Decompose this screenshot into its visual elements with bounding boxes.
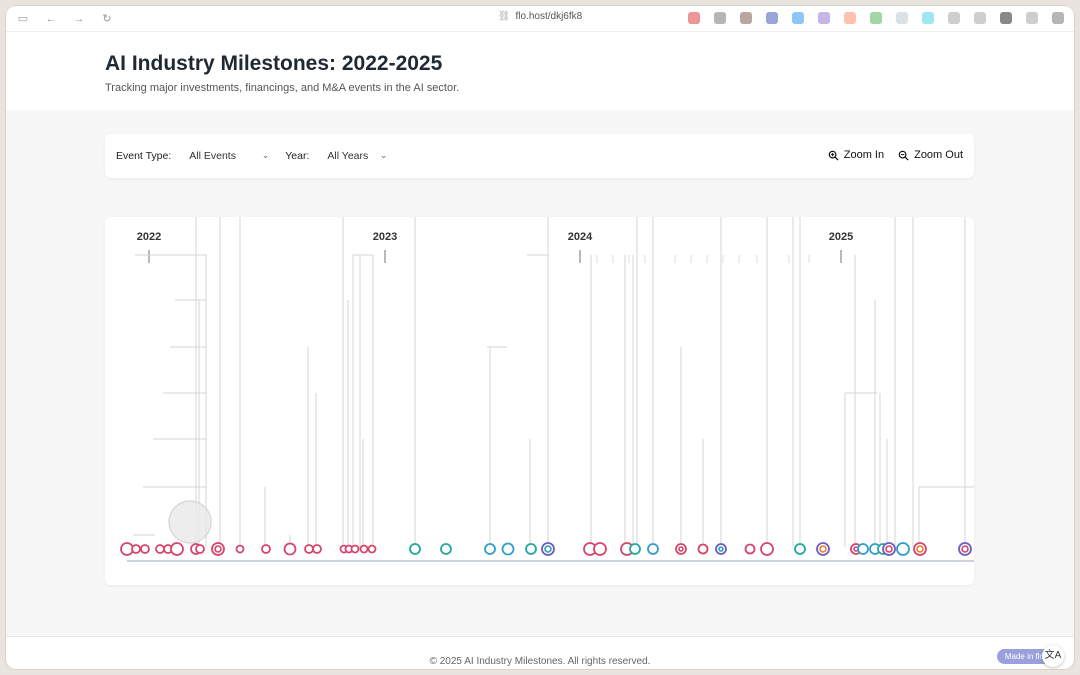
page-header: AI Industry Milestones: 2022-2025 Tracki… bbox=[6, 32, 1074, 110]
event-marker[interactable] bbox=[593, 542, 607, 556]
page-subtitle: Tracking major investments, financings, … bbox=[105, 82, 460, 94]
zoom-out-button[interactable]: Zoom Out bbox=[898, 149, 963, 161]
year-value: All Years bbox=[327, 150, 369, 162]
sidebar-toggle-icon[interactable]: ▭ bbox=[17, 12, 29, 25]
year-label: 2025 bbox=[829, 231, 853, 243]
footer-divider bbox=[6, 636, 1074, 637]
address-bar[interactable]: ⛓ flo.host/dkj6fk8 bbox=[6, 11, 1074, 22]
translate-icon[interactable]: 文A bbox=[1042, 645, 1064, 667]
event-marker[interactable] bbox=[312, 544, 322, 554]
event-marker-inner[interactable] bbox=[678, 546, 684, 552]
event-marker[interactable] bbox=[541, 542, 555, 556]
reload-icon[interactable]: ↻ bbox=[102, 12, 112, 25]
extension-icon[interactable] bbox=[844, 12, 856, 24]
back-arrow-icon[interactable]: ← bbox=[45, 12, 57, 25]
event-marker-inner[interactable] bbox=[961, 545, 969, 553]
year-label: 2022 bbox=[137, 231, 161, 243]
event-marker[interactable] bbox=[958, 542, 972, 556]
zoom-in-label: Zoom In bbox=[843, 149, 885, 161]
event-marker[interactable] bbox=[261, 544, 271, 554]
year-label: Year: bbox=[285, 150, 310, 162]
event-marker[interactable] bbox=[629, 543, 641, 555]
event-marker[interactable] bbox=[283, 542, 297, 556]
year-select[interactable]: All Years ⌄ bbox=[327, 150, 387, 162]
event-marker-inner[interactable] bbox=[819, 545, 827, 553]
link-icon: ⛓ bbox=[497, 11, 511, 22]
extension-icon[interactable] bbox=[1026, 12, 1038, 24]
event-marker[interactable] bbox=[816, 542, 830, 556]
zoom-out-icon bbox=[898, 150, 909, 161]
event-type-value: All Events bbox=[189, 150, 236, 162]
event-marker[interactable] bbox=[195, 544, 205, 554]
event-marker[interactable] bbox=[155, 544, 165, 554]
made-in-badge[interactable]: Made in flo bbox=[996, 649, 1052, 664]
extension-icon[interactable] bbox=[766, 12, 778, 24]
event-marker-inner[interactable] bbox=[214, 545, 222, 553]
event-marker[interactable] bbox=[304, 544, 314, 554]
event-marker[interactable] bbox=[647, 543, 659, 555]
footer-text: © 2025 AI Industry Milestones. All right… bbox=[429, 656, 651, 667]
event-marker[interactable] bbox=[440, 543, 452, 555]
event-marker[interactable] bbox=[913, 542, 927, 556]
timeline-chart[interactable]: 2022 2023 2024 2025 bbox=[105, 217, 974, 585]
event-marker[interactable] bbox=[715, 543, 727, 555]
browser-window: ▭ ← → ↻ ⛓ flo.host/dkj6fk8 AI Industry Mi… bbox=[6, 6, 1074, 669]
event-marker[interactable] bbox=[409, 543, 421, 555]
event-marker[interactable] bbox=[675, 543, 687, 555]
event-marker[interactable] bbox=[794, 543, 806, 555]
extension-icon[interactable] bbox=[792, 12, 804, 24]
extension-icons bbox=[688, 12, 1064, 24]
event-marker[interactable] bbox=[131, 544, 141, 554]
extension-icon[interactable] bbox=[818, 12, 830, 24]
hover-highlight bbox=[168, 500, 212, 544]
event-marker[interactable] bbox=[857, 543, 869, 555]
event-marker-inner[interactable] bbox=[544, 545, 552, 553]
event-marker-inner[interactable] bbox=[885, 545, 893, 553]
forward-arrow-icon[interactable]: → bbox=[73, 12, 85, 25]
event-marker[interactable] bbox=[211, 542, 225, 556]
url-text: flo.host/dkj6fk8 bbox=[515, 11, 583, 22]
year-label: 2023 bbox=[373, 231, 397, 243]
event-marker[interactable] bbox=[140, 544, 150, 554]
timeline-svg: 2022 2023 2024 2025 bbox=[120, 217, 974, 562]
extension-icon[interactable] bbox=[1000, 12, 1012, 24]
extension-icon[interactable] bbox=[740, 12, 752, 24]
event-marker-inner[interactable] bbox=[916, 545, 924, 553]
zoom-out-label: Zoom Out bbox=[914, 149, 963, 161]
event-marker[interactable] bbox=[501, 542, 515, 556]
year-label: 2024 bbox=[568, 231, 593, 243]
extension-icon[interactable] bbox=[714, 12, 726, 24]
event-marker[interactable] bbox=[367, 544, 377, 554]
event-marker[interactable] bbox=[744, 543, 756, 555]
extension-icon[interactable] bbox=[974, 12, 986, 24]
chevron-down-icon: ⌄ bbox=[379, 150, 388, 160]
extension-icon[interactable] bbox=[688, 12, 700, 24]
zoom-in-icon bbox=[828, 150, 839, 161]
event-marker[interactable] bbox=[235, 544, 245, 554]
event-marker[interactable] bbox=[697, 543, 709, 555]
chevron-down-icon: ⌄ bbox=[261, 150, 270, 160]
event-marker[interactable] bbox=[170, 542, 184, 556]
event-marker[interactable] bbox=[760, 542, 774, 556]
page-title: AI Industry Milestones: 2022-2025 bbox=[105, 52, 443, 75]
event-marker[interactable] bbox=[525, 543, 537, 555]
extension-icon[interactable] bbox=[922, 12, 934, 24]
browser-toolbar: ▭ ← → ↻ ⛓ flo.host/dkj6fk8 bbox=[6, 6, 1074, 32]
event-marker[interactable] bbox=[359, 544, 369, 554]
event-marker[interactable] bbox=[484, 543, 496, 555]
extension-icon[interactable] bbox=[896, 12, 908, 24]
event-type-label: Event Type: bbox=[116, 150, 172, 162]
extension-icon[interactable] bbox=[870, 12, 882, 24]
event-marker[interactable] bbox=[882, 542, 896, 556]
filter-bar: Event Type: All Events ⌄ Year: All Years… bbox=[105, 134, 974, 178]
event-type-select[interactable]: All Events ⌄ bbox=[189, 150, 269, 162]
event-marker-inner[interactable] bbox=[718, 546, 724, 552]
extension-icon[interactable] bbox=[948, 12, 960, 24]
zoom-in-button[interactable]: Zoom In bbox=[828, 149, 884, 161]
event-marker[interactable] bbox=[350, 544, 360, 554]
event-marker[interactable] bbox=[896, 542, 910, 556]
main-content: Event Type: All Events ⌄ Year: All Years… bbox=[6, 110, 1074, 636]
extension-icon[interactable] bbox=[1052, 12, 1064, 24]
